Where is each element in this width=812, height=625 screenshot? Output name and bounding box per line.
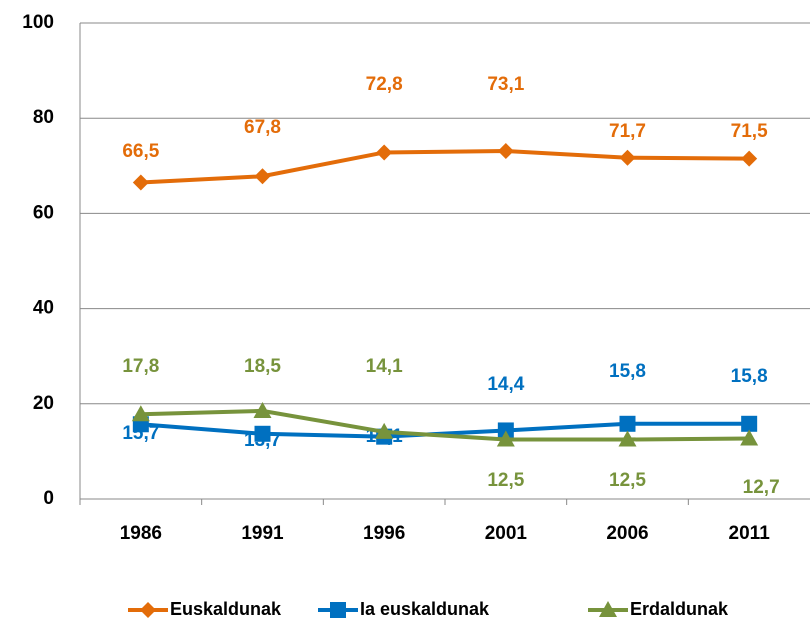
y-tick-label: 20 [33,393,54,414]
x-tick-label: 2006 [606,523,648,544]
marker [741,150,758,167]
data-label: 67,8 [244,117,281,138]
line [140,149,750,185]
data-label: 72,8 [366,74,403,95]
data-label: 12,5 [609,470,646,491]
legend-label: Ia euskaldunak [360,599,490,619]
marker [132,174,149,191]
x-tick-label: 1986 [120,523,162,544]
marker [497,422,514,439]
marker [254,168,271,185]
legend: Euskaldunak Ia euskaldunak Erdaldunak [128,599,729,619]
x-tick-label: 1991 [241,523,284,544]
marker [253,401,272,418]
data-label: 18,5 [244,356,281,377]
x-tick-label: 2011 [729,523,771,544]
data-label: 17,8 [122,356,159,377]
marker [496,430,515,447]
data-label: 14,1 [366,356,403,377]
marker [140,602,156,618]
data-label: 73,1 [487,74,524,95]
data-label: 71,5 [731,121,768,142]
y-tick-label: 0 [43,488,54,509]
data-label: 66,5 [122,141,159,162]
marker [619,149,636,166]
marker [497,143,514,160]
marker [254,425,271,442]
data-label: 15,8 [609,361,646,382]
y-tick-label: 60 [33,202,54,223]
y-tick-label: 80 [33,107,54,128]
marker [619,415,636,432]
marker [376,144,393,161]
data-label: 15,7 [122,423,159,444]
marker [375,422,394,439]
marker [330,602,346,618]
data-label: 14,4 [487,374,524,395]
y-tick-label: 40 [33,298,54,319]
marker [131,405,150,422]
legend-label: Euskaldunak [170,599,282,619]
y-tick-label: 100 [22,12,54,33]
marker [740,429,759,446]
legend-label: Erdaldunak [630,599,729,619]
data-label: 12,7 [743,477,780,498]
x-tick-label: 1996 [363,523,405,544]
x-tick-label: 2001 [485,523,528,544]
line [140,421,750,439]
data-label: 12,5 [487,470,524,491]
marker [599,601,617,617]
data-label: 13,7 [244,430,281,451]
data-label: 71,7 [609,121,646,142]
line [140,408,750,442]
marker [618,430,637,447]
marker [741,415,758,432]
data-label: 15,8 [731,366,768,387]
